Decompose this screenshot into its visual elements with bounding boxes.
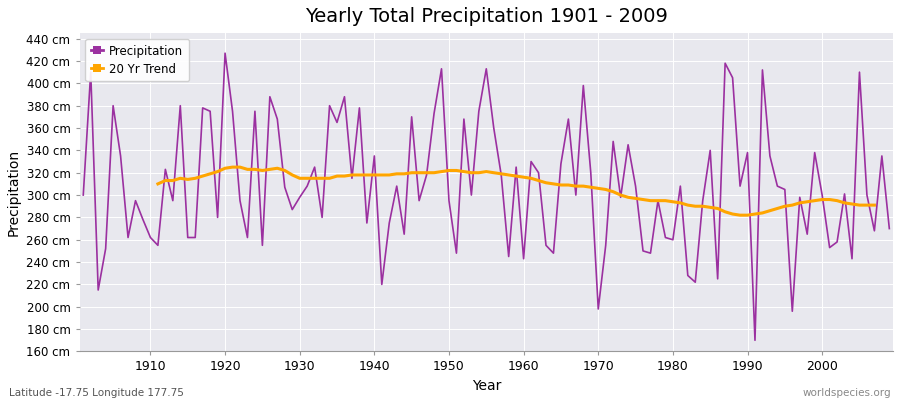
X-axis label: Year: Year (472, 379, 501, 393)
Text: worldspecies.org: worldspecies.org (803, 388, 891, 398)
Text: Latitude -17.75 Longitude 177.75: Latitude -17.75 Longitude 177.75 (9, 388, 184, 398)
Legend: Precipitation, 20 Yr Trend: Precipitation, 20 Yr Trend (86, 39, 189, 82)
Y-axis label: Precipitation: Precipitation (7, 149, 21, 236)
Title: Yearly Total Precipitation 1901 - 2009: Yearly Total Precipitation 1901 - 2009 (305, 7, 668, 26)
